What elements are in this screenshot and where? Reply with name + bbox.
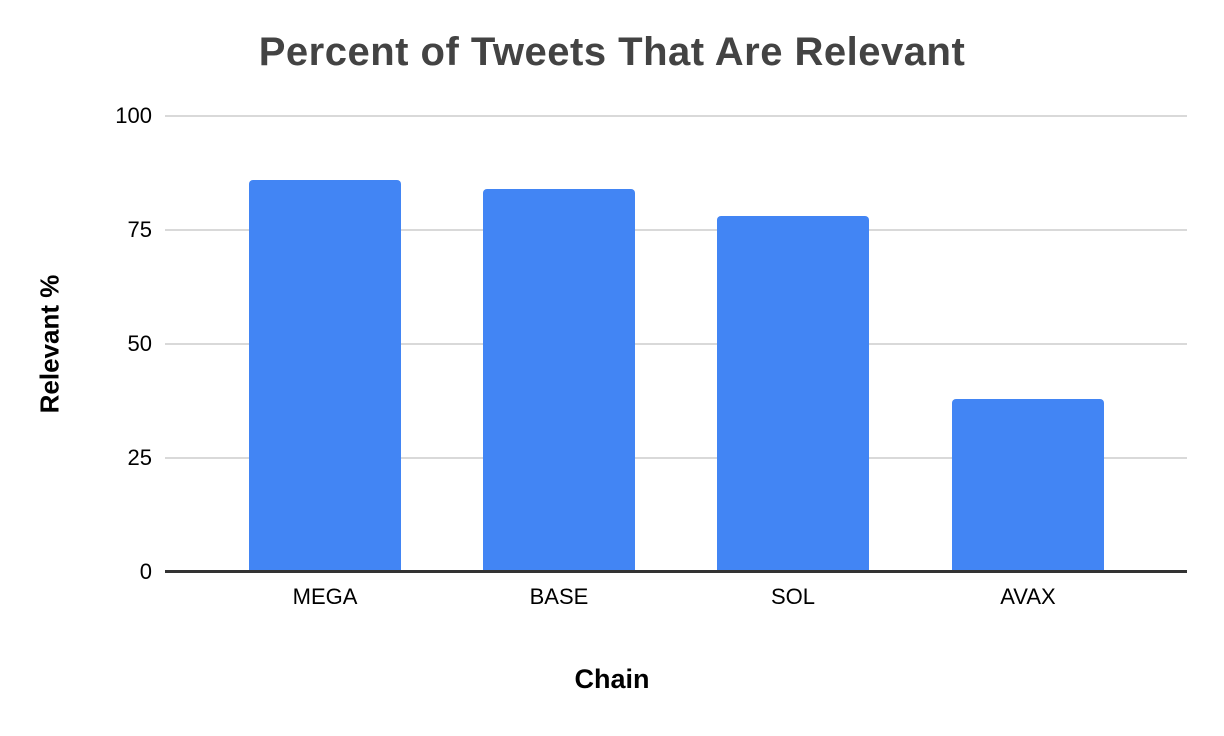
x-axis-line <box>165 570 1187 573</box>
gridline-75 <box>165 229 1187 231</box>
x-tick-label-avax: AVAX <box>1000 584 1056 609</box>
bar-sol <box>717 216 869 572</box>
y-tick-label-100: 100 <box>115 103 152 128</box>
x-tick-label-mega: MEGA <box>292 584 358 609</box>
gridline-25 <box>165 457 1187 459</box>
y-tick-label-75: 75 <box>127 217 152 242</box>
bar-base <box>482 188 635 572</box>
chart-title: Percent of Tweets That Are Relevant <box>258 30 966 74</box>
x-tick-label-sol: SOL <box>771 584 816 609</box>
y-tick-label-25: 25 <box>127 445 152 470</box>
x-tick-label-base: BASE <box>529 584 589 609</box>
y-axis-ticks: 0 25 50 75 100 <box>0 103 152 584</box>
gridline-100 <box>165 115 1187 117</box>
gridline-50 <box>165 343 1187 345</box>
y-tick-label-0: 0 <box>139 559 152 584</box>
plot-area <box>165 115 1187 573</box>
x-axis-labels: MEGA BASE SOL AVAX <box>165 584 1187 614</box>
bar-mega <box>249 179 402 572</box>
y-tick-label-50: 50 <box>127 331 152 356</box>
bar-avax <box>951 398 1104 572</box>
x-axis-title: Chain <box>574 664 650 694</box>
